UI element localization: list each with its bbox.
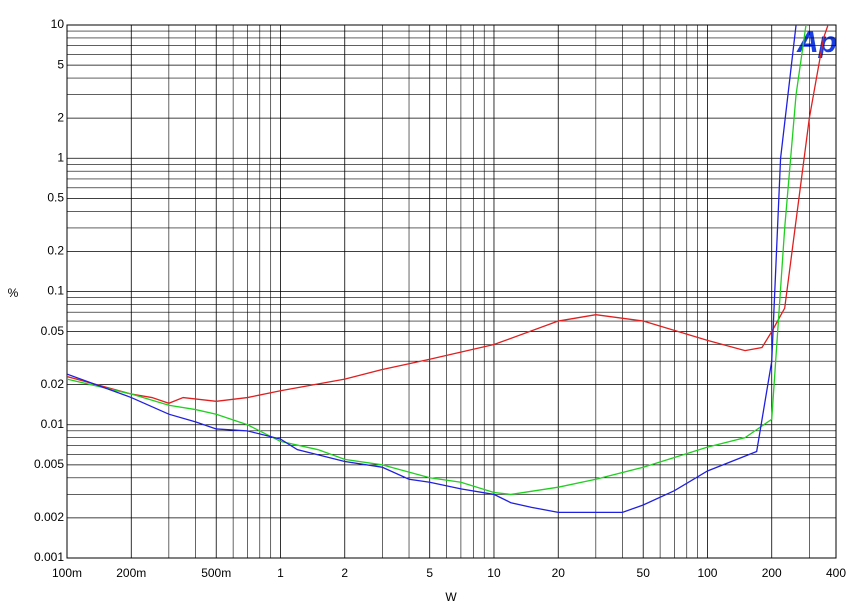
x-tick-label: 200m (116, 566, 146, 580)
x-tick-label: 1 (277, 566, 284, 580)
y-tick-label: 0.2 (47, 244, 64, 258)
y-tick-label: 0.002 (34, 510, 64, 524)
data-line (67, 25, 829, 404)
y-tick-label: 10 (51, 17, 65, 31)
y-tick-label: 5 (57, 57, 64, 71)
y-axis-label: % (8, 286, 19, 300)
y-tick-label: 0.05 (41, 324, 65, 338)
x-tick-label: 100m (52, 566, 82, 580)
x-tick-label: 200 (762, 566, 782, 580)
x-tick-label: 20 (552, 566, 566, 580)
y-tick-label: 0.02 (41, 377, 65, 391)
data-line (67, 25, 807, 496)
data-line (67, 25, 797, 514)
x-tick-label: 10 (487, 566, 501, 580)
x-tick-label: 100 (697, 566, 717, 580)
y-tick-label: 0.1 (47, 284, 64, 298)
y-tick-label: 2 (57, 110, 64, 124)
y-tick-label: 0.005 (34, 457, 64, 471)
x-tick-label: 50 (637, 566, 651, 580)
x-tick-label: 400 (826, 566, 846, 580)
x-axis-label: W (445, 590, 457, 604)
x-tick-label: 500m (201, 566, 231, 580)
x-tick-label: 5 (426, 566, 433, 580)
x-tick-label: 2 (341, 566, 348, 580)
y-tick-label: 0.01 (41, 417, 65, 431)
y-tick-label: 0.001 (34, 550, 64, 564)
logo: Ap (796, 26, 837, 59)
y-tick-label: 1 (57, 150, 64, 164)
plot-area (67, 25, 829, 514)
y-tick-label: 0.5 (47, 191, 64, 205)
